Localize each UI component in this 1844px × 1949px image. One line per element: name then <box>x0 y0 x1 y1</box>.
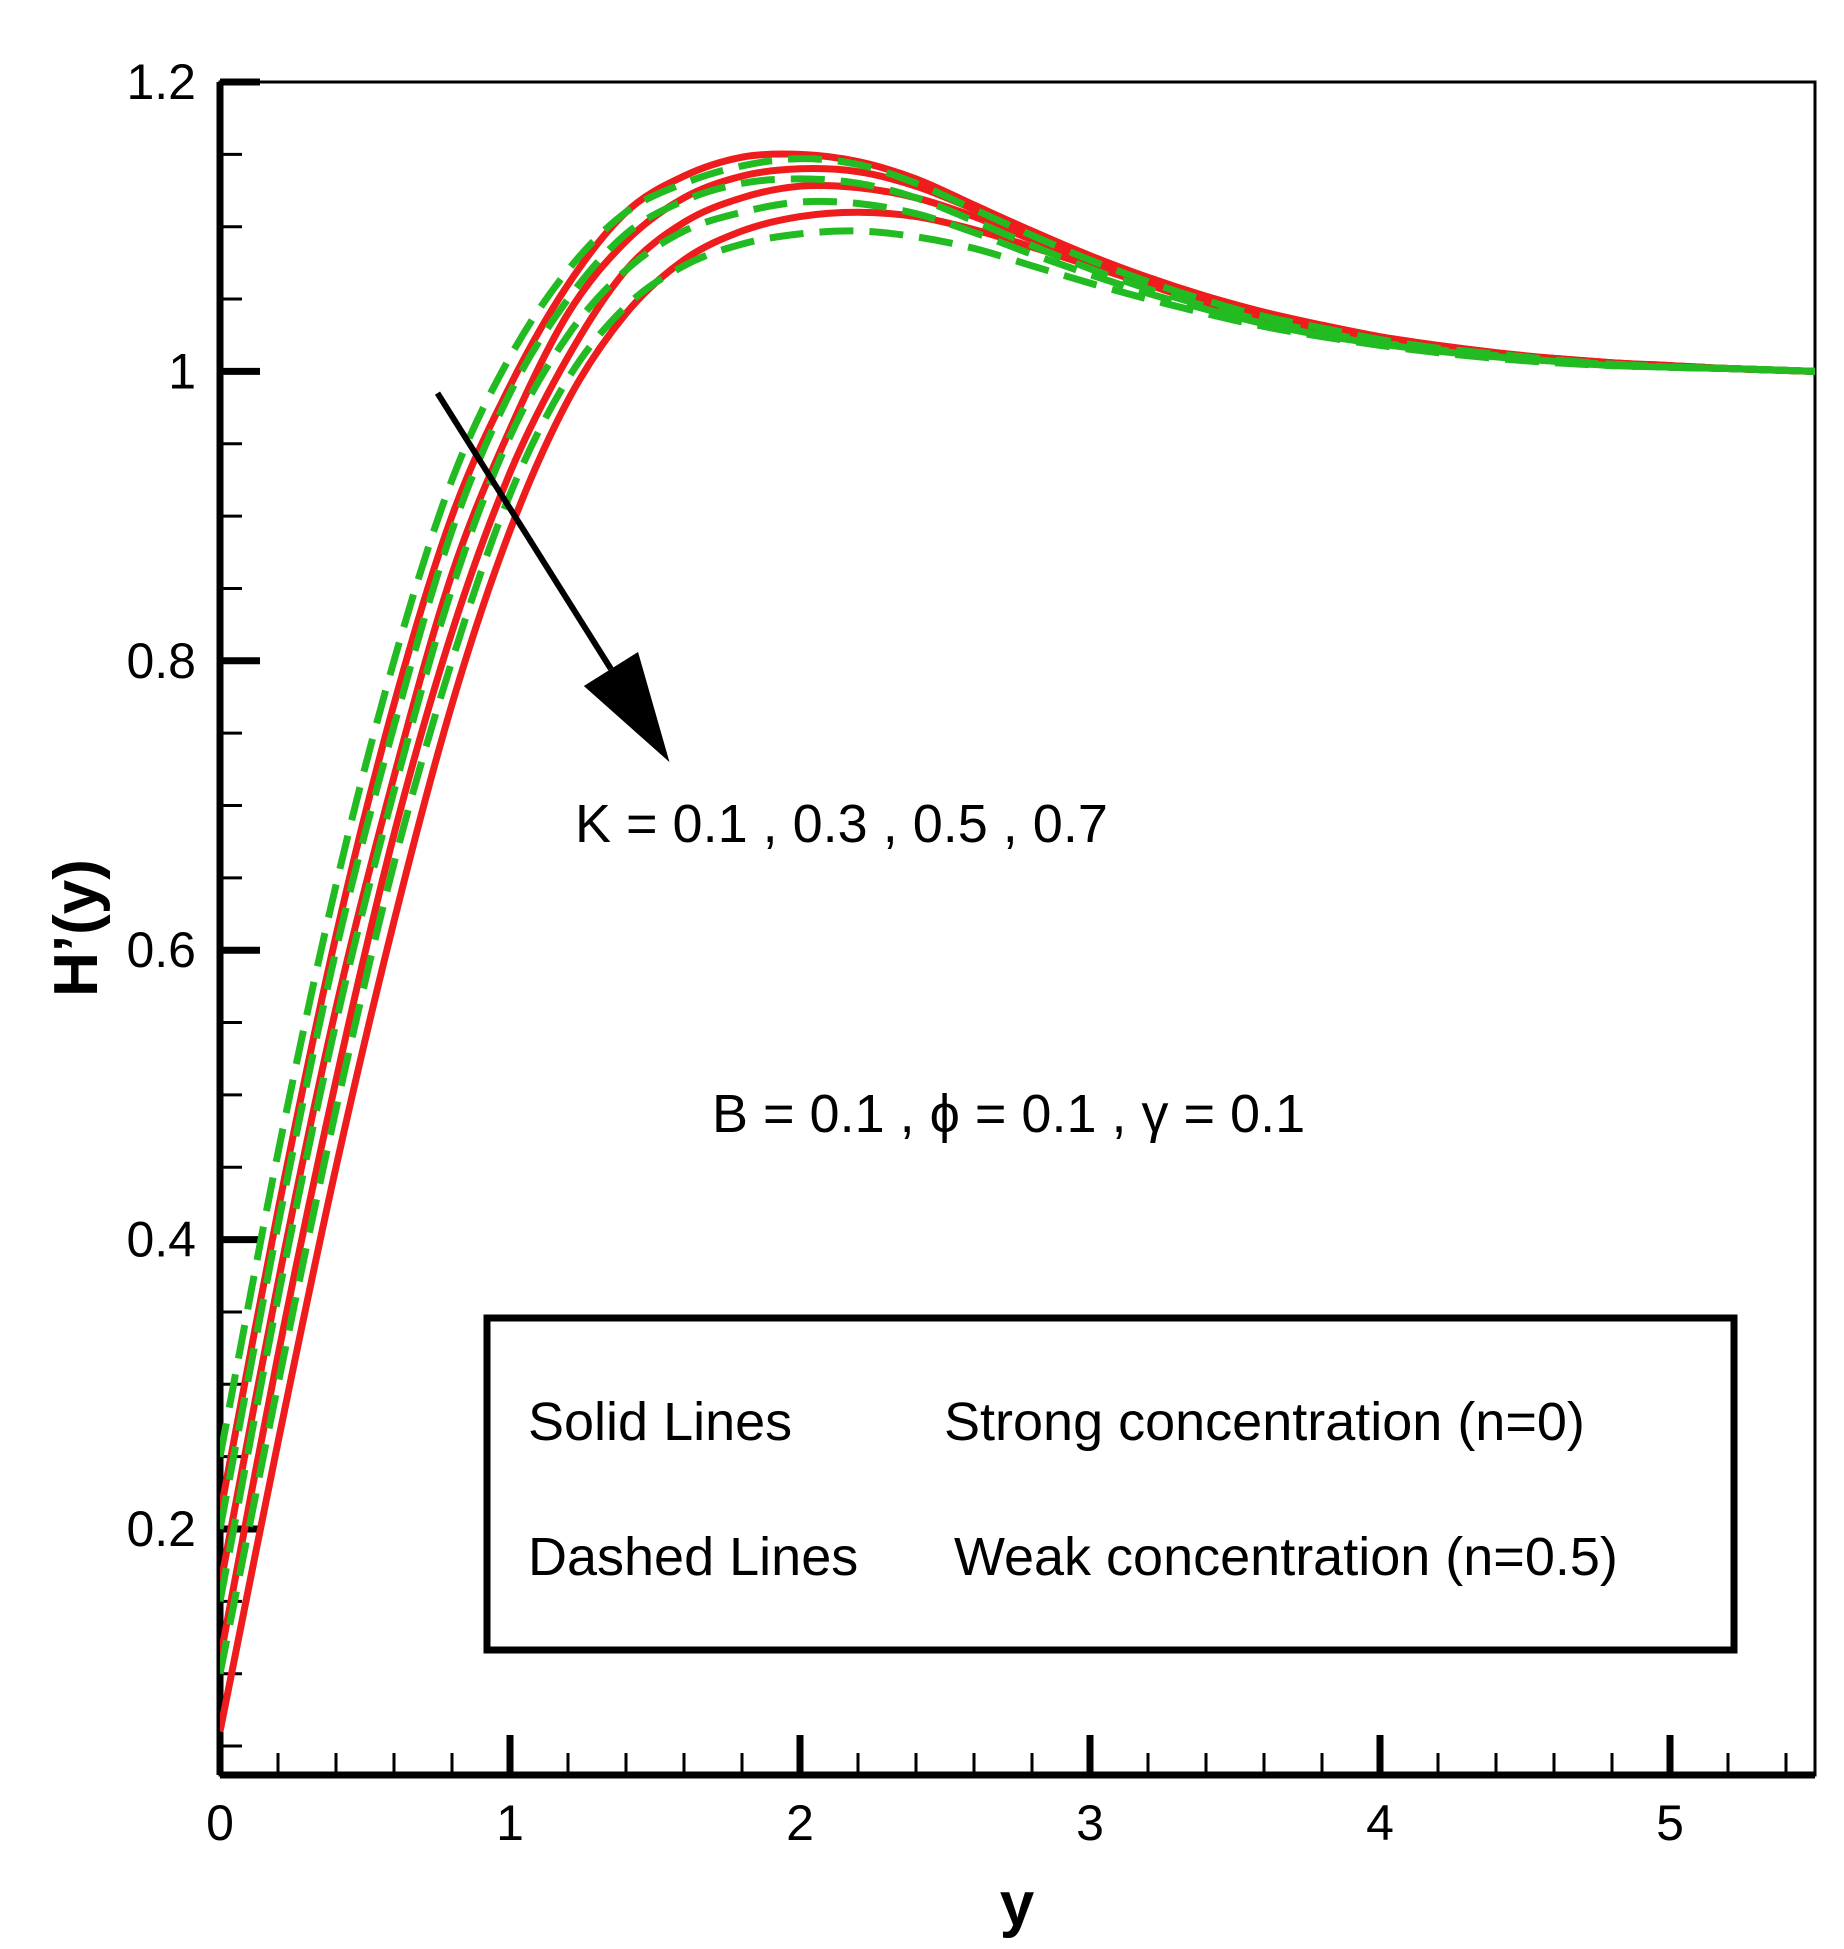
legend-key-solid: Solid Lines <box>528 1392 792 1452</box>
x-tick-label: 2 <box>786 1795 814 1851</box>
y-axis-title: H’(y) <box>42 859 111 997</box>
y-tick-label: 0.6 <box>126 922 196 978</box>
y-tick-label: 1.2 <box>126 54 196 110</box>
y-tick-label: 0.8 <box>126 633 196 689</box>
x-tick-label: 5 <box>1656 1795 1684 1851</box>
arrow-shaft <box>434 391 614 671</box>
dashed-series-line <box>220 197 1815 1603</box>
legend: Solid Lines Strong concentration (n=0) D… <box>483 1314 1738 1654</box>
x-tick-label: 0 <box>206 1795 234 1851</box>
arrow-annotation <box>434 391 670 763</box>
dashed-series-line <box>220 155 1815 1458</box>
arrow-head <box>583 651 670 763</box>
x-tick-label: 4 <box>1366 1795 1394 1851</box>
series-layer <box>220 150 1815 1733</box>
legend-key-dashed: Dashed Lines <box>528 1527 858 1587</box>
x-axis-title: y <box>1000 1870 1035 1939</box>
x-tick-label: 1 <box>496 1795 524 1851</box>
y-tick-label: 0.4 <box>126 1212 196 1268</box>
legend-desc-solid: Strong concentration (n=0) <box>944 1392 1585 1452</box>
legend-desc-dashed: Weak concentration (n=0.5) <box>954 1527 1618 1587</box>
parameters-annotation: B = 0.1 , ϕ = 0.1 , γ = 0.1 <box>712 1084 1305 1144</box>
k-values-annotation: K = 0.1 , 0.3 , 0.5 , 0.7 <box>575 794 1108 854</box>
x-tick-label: 3 <box>1076 1795 1104 1851</box>
y-tick-label: 0.2 <box>126 1501 196 1557</box>
axis-ticks: 0 1 2 3 4 5 0.2 0.4 0.6 0.8 1 1.2 <box>126 54 1788 1851</box>
legend-box <box>483 1314 1738 1654</box>
y-tick-label: 1 <box>168 343 196 399</box>
